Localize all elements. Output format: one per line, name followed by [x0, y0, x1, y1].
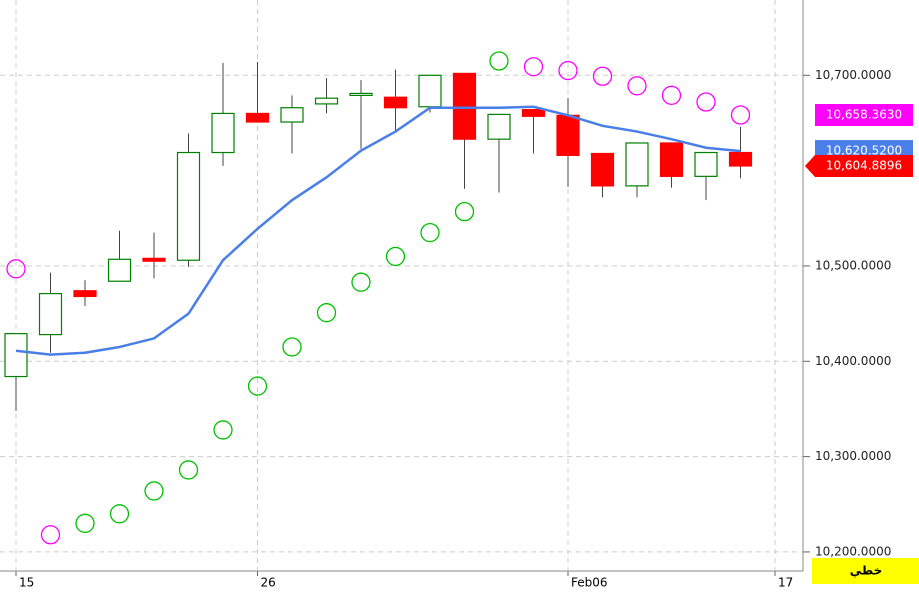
- candle-body: [38, 293, 63, 336]
- sar-dot: [75, 513, 95, 533]
- sar-dot: [6, 259, 26, 279]
- candle-body: [521, 109, 546, 117]
- candle-body: [625, 142, 649, 187]
- candle-body: [590, 152, 615, 187]
- candle-body: [245, 112, 270, 123]
- y-tick-label: 10,300.0000: [815, 449, 891, 463]
- candle-body: [418, 74, 442, 108]
- sar-dot: [696, 92, 716, 112]
- sar-dot: [247, 376, 268, 396]
- sar-dot: [454, 201, 475, 222]
- sar-dot: [40, 525, 61, 545]
- candle-body: [211, 112, 235, 154]
- price-tag-label: 10,620.5200: [826, 144, 902, 158]
- x-tick-label: Feb06: [571, 576, 608, 590]
- y-tick-label: 10,400.0000: [815, 354, 891, 368]
- x-tick-label: 17: [778, 576, 793, 590]
- sar-dot: [592, 66, 613, 86]
- sar-dot: [178, 460, 199, 480]
- candle-body: [314, 97, 339, 105]
- candle-body: [728, 151, 753, 167]
- x-tick-label: 26: [261, 576, 276, 590]
- sar-dot: [213, 420, 233, 440]
- scale-mode[interactable]: خطي: [850, 564, 882, 578]
- x-tick-label: 15: [19, 576, 34, 590]
- y-tick-label: 10,200.0000: [815, 544, 891, 558]
- candle-body: [487, 113, 511, 140]
- candle-body: [142, 257, 166, 262]
- sar-dot: [523, 57, 544, 77]
- y-tick-label: 10,500.0000: [815, 258, 891, 272]
- price-tag-label: 10,604.8896: [826, 158, 902, 172]
- sar-dot: [282, 337, 302, 357]
- candle-body: [280, 107, 304, 123]
- sar-dot: [385, 246, 406, 267]
- sar-dot: [109, 504, 130, 524]
- candle-body: [107, 258, 132, 282]
- sar-dot: [661, 85, 682, 105]
- y-tick-label: 10,700.0000: [815, 68, 891, 82]
- candle-body: [556, 114, 580, 156]
- candle-body: [349, 92, 373, 97]
- candle-body: [694, 151, 718, 177]
- price-tag-label: 10,658.3630: [826, 107, 902, 121]
- candle-body: [383, 96, 408, 109]
- sar-dot: [489, 51, 509, 71]
- sar-dot: [351, 272, 371, 292]
- sar-dot: [420, 222, 440, 243]
- sar-dot: [730, 105, 751, 125]
- sar-dot: [627, 76, 647, 96]
- candle-body: [73, 290, 97, 298]
- candle-body: [659, 142, 684, 177]
- candle-body: [176, 151, 201, 261]
- candle-body: [452, 72, 477, 140]
- sar-dot: [144, 481, 164, 501]
- price-tag: [805, 154, 913, 177]
- candle-body: [4, 333, 28, 378]
- price-tag: [815, 103, 913, 126]
- plot-area: [0, 0, 803, 571]
- moving-average-line: [15, 105, 741, 356]
- sar-dot: [558, 60, 578, 81]
- sar-dot: [316, 303, 337, 323]
- scale-mode-box[interactable]: [812, 558, 919, 584]
